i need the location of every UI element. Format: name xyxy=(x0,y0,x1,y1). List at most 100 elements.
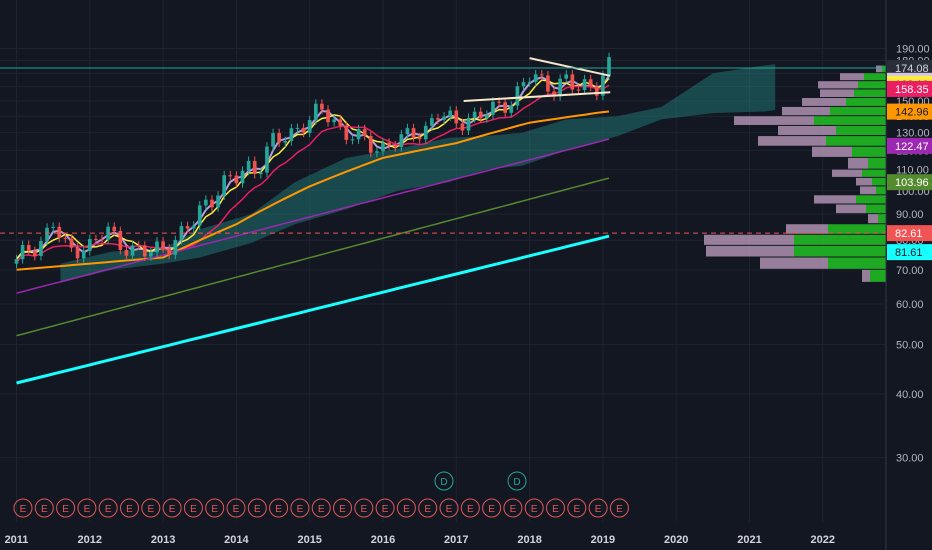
candle-body xyxy=(356,129,361,140)
candle-body xyxy=(601,75,605,96)
time-axis[interactable]: 2011 2012 2013 2014 2015 2016 2017 2018 2019 2020… xyxy=(5,534,835,546)
earnings-marker-label: E xyxy=(297,504,304,515)
earnings-marker[interactable] xyxy=(269,498,289,518)
earnings-marker[interactable] xyxy=(375,498,395,518)
earnings-marker[interactable] xyxy=(56,498,76,518)
earnings-marker[interactable] xyxy=(120,498,139,518)
earnings-marker-label: E xyxy=(20,504,27,515)
candlesticks[interactable] xyxy=(14,52,611,269)
candle-body xyxy=(81,251,86,259)
candle-body xyxy=(393,145,398,148)
earnings-marker[interactable] xyxy=(311,498,331,518)
price-label-badge xyxy=(887,174,932,191)
support-line[interactable] xyxy=(463,91,611,102)
price-tick-label: 190.00 xyxy=(896,44,930,56)
time-tick-label: 2018 xyxy=(517,534,541,546)
dividend-marker[interactable] xyxy=(434,471,454,491)
dividend-marker[interactable] xyxy=(507,471,527,491)
price-label-badge xyxy=(887,59,932,76)
earnings-marker[interactable] xyxy=(333,498,352,518)
earnings-marker[interactable] xyxy=(205,498,225,518)
volume-profile-down-bar xyxy=(758,136,826,146)
earnings-marker[interactable] xyxy=(247,498,267,518)
earnings-marker-label: E xyxy=(190,504,197,515)
earnings-marker-label: E xyxy=(510,504,517,515)
earnings-marker-label: E xyxy=(62,504,69,515)
candle-body xyxy=(546,75,550,92)
earnings-marker[interactable] xyxy=(503,498,523,518)
earnings-marker[interactable] xyxy=(546,498,565,518)
moving-average-line xyxy=(16,177,610,337)
earnings-marker[interactable] xyxy=(588,498,608,518)
earnings-marker[interactable] xyxy=(34,498,54,518)
candle-body xyxy=(588,79,593,87)
earnings-marker-label: E xyxy=(595,504,602,515)
volume-profile-down-bar xyxy=(814,195,856,204)
earnings-marker-label: E xyxy=(211,504,218,515)
earnings-marker[interactable] xyxy=(162,498,182,518)
earnings-marker-label: E xyxy=(254,504,261,515)
volume-profile-up-bar xyxy=(852,146,886,157)
time-tick-label: 2020 xyxy=(664,534,688,546)
earnings-marker[interactable] xyxy=(13,498,33,518)
time-tick-label: 2016 xyxy=(371,534,395,546)
trend-lines[interactable] xyxy=(463,57,611,102)
earnings-marker[interactable] xyxy=(77,498,97,518)
earnings-marker[interactable] xyxy=(396,498,416,518)
earnings-marker[interactable] xyxy=(98,498,118,518)
price-tick-label: 60.00 xyxy=(896,299,924,311)
price-label-badge xyxy=(887,225,932,242)
volume-profile-down-bar xyxy=(820,89,854,98)
candle-body xyxy=(136,245,141,247)
earnings-marker[interactable] xyxy=(439,498,459,518)
earnings-marker[interactable] xyxy=(141,498,161,518)
candle-body xyxy=(26,244,31,252)
earnings-marker[interactable] xyxy=(418,498,438,518)
earnings-marker[interactable] xyxy=(460,498,480,518)
earnings-marker[interactable] xyxy=(524,498,544,518)
candle-body xyxy=(515,86,520,106)
candle-body xyxy=(295,127,300,129)
price-label-text: 174.08 xyxy=(895,63,929,75)
volume-profile-down-bar xyxy=(860,186,876,195)
event-markers[interactable]: E E E E E E E E E E E E E E E E E E E E E E E E E E E E E D D xyxy=(13,471,629,518)
earnings-marker[interactable] xyxy=(226,498,246,518)
volume-profile-down-bar xyxy=(760,257,828,269)
candle-body xyxy=(216,195,220,208)
resistance-line[interactable] xyxy=(529,57,611,77)
time-tick-label: 2021 xyxy=(737,534,761,546)
price-label-badge xyxy=(887,103,932,120)
earnings-marker-label: E xyxy=(41,504,48,515)
candle-body xyxy=(338,119,343,126)
earnings-marker[interactable] xyxy=(183,498,203,518)
earnings-marker[interactable] xyxy=(482,498,502,518)
earnings-marker-label: E xyxy=(169,504,176,515)
candle-body xyxy=(326,109,330,123)
candle-body xyxy=(283,141,288,143)
moving-average-line xyxy=(15,84,610,264)
volume-profile-up-bar xyxy=(828,224,886,234)
volume-profile-up-bar xyxy=(872,177,886,186)
time-tick-label: 2014 xyxy=(224,534,249,546)
earnings-marker[interactable] xyxy=(609,498,629,518)
candle-body xyxy=(259,172,263,175)
earnings-marker-label: E xyxy=(84,504,91,515)
price-label-text: 103.96 xyxy=(895,177,929,189)
volume-profile-down-bar xyxy=(786,224,828,234)
candle-body xyxy=(368,135,373,153)
candle-body xyxy=(14,259,19,264)
candle-body xyxy=(442,116,446,120)
price-tick-label: 30.00 xyxy=(896,453,924,465)
volume-profile-down-bar xyxy=(856,177,872,186)
earnings-marker[interactable] xyxy=(354,498,374,518)
price-label-badge xyxy=(887,244,932,261)
earnings-marker-label: E xyxy=(233,504,240,515)
earnings-marker[interactable] xyxy=(290,498,310,518)
candle-body xyxy=(509,105,514,113)
volume-profile-up-bar xyxy=(882,65,886,73)
volume-profile-up-bar xyxy=(868,157,886,169)
earnings-marker[interactable] xyxy=(567,498,587,518)
price-label-text: 81.61 xyxy=(895,247,923,259)
candle-body xyxy=(161,241,165,249)
